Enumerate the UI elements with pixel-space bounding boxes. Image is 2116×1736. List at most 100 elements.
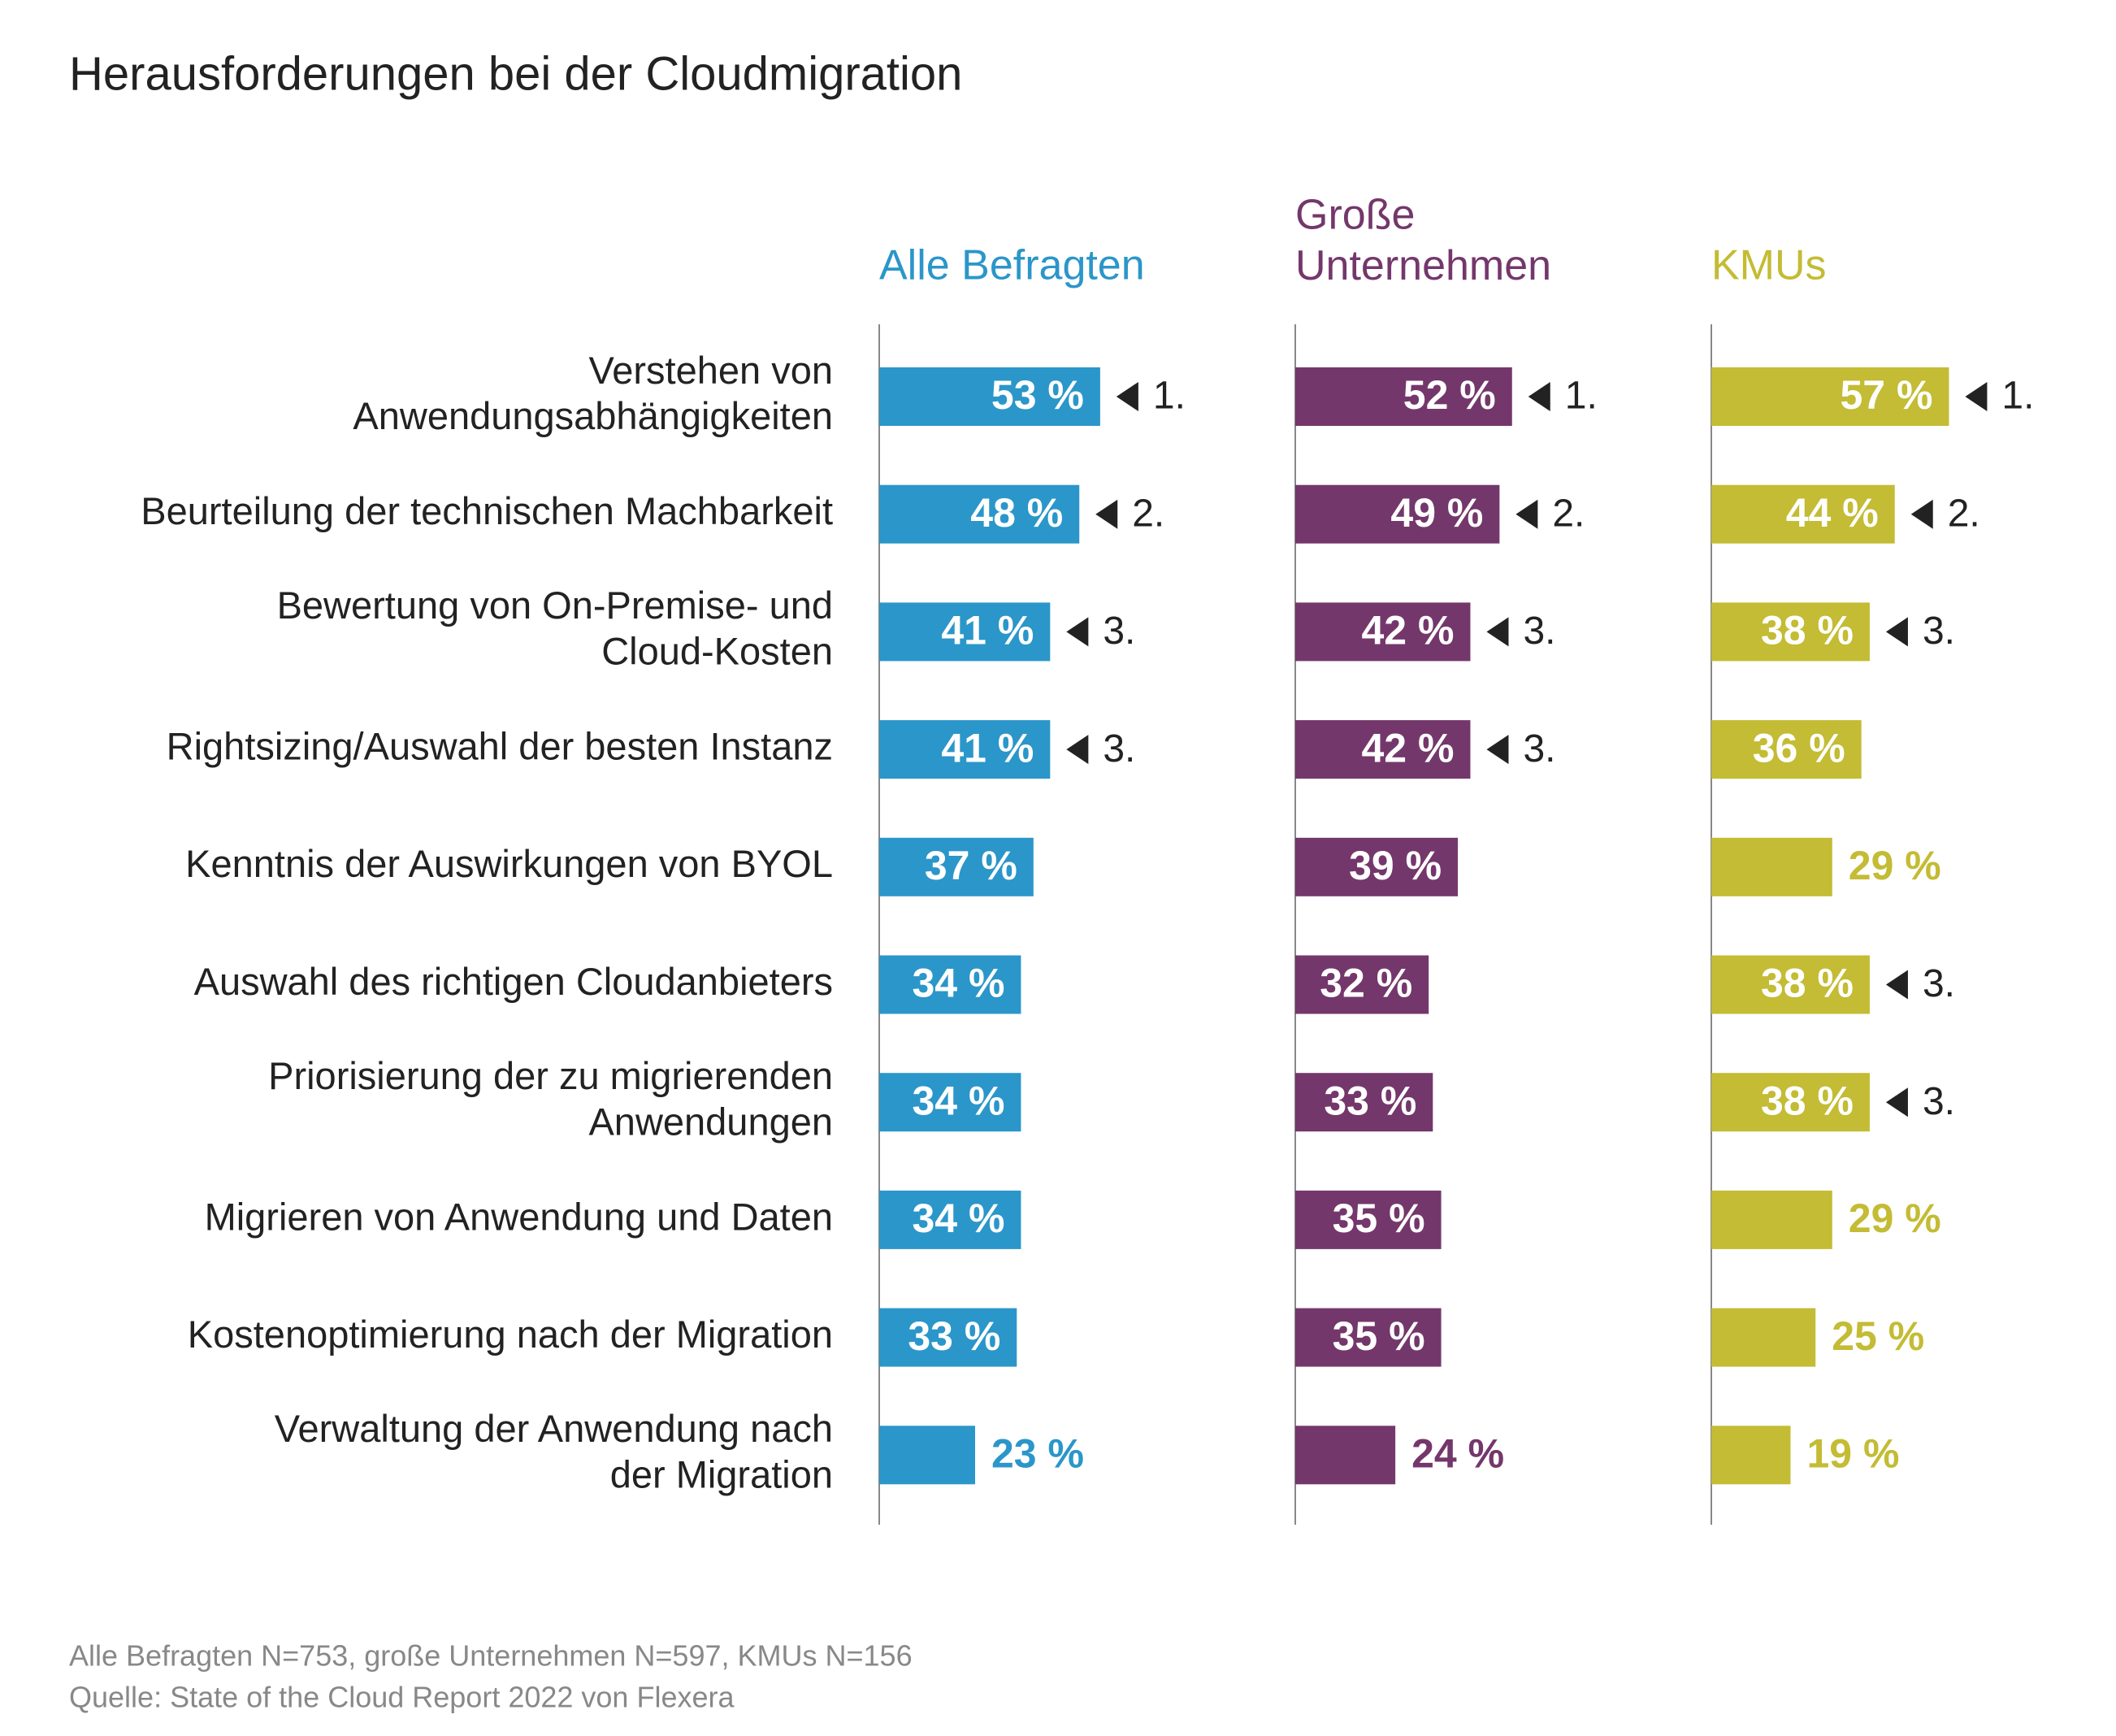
bar [879,720,1051,779]
category-label: Verstehen von Anwendungsabhängigkeiten [353,349,833,437]
series-header: Große Unternehmen [1295,191,1551,289]
bar [1295,602,1471,662]
bar [1711,720,1862,779]
rank-label: 3. [1923,1080,1955,1123]
bar [1295,1190,1442,1249]
category-label: Priorisierung der zu migrierenden Anwendu… [268,1054,833,1143]
rank-marker [1066,735,1089,765]
rank-marker [1095,499,1118,529]
value-label: 35 % [1333,1196,1425,1241]
value-label: 29 % [1849,1196,1941,1241]
bar [1711,1190,1832,1249]
value-label: 38 % [1761,608,1854,653]
chart-title: Herausforderungen bei der Cloudmigration [69,47,962,100]
bar [1711,484,1895,544]
value-label: 29 % [1849,843,1941,888]
footnote: Alle Befragten N=753, große Unternehmen … [69,1639,913,1673]
rank-marker [1965,382,1988,411]
bar [1711,1073,1870,1132]
bar [879,484,1080,544]
rank-marker [1885,1087,1908,1118]
rank-label: 1. [1153,375,1186,418]
rank-marker [1066,617,1089,647]
value-label: 32 % [1320,961,1412,1006]
rank-label: 3. [1103,610,1135,653]
value-label: 49 % [1390,490,1483,536]
value-label: 41 % [941,725,1034,770]
value-label: 24 % [1411,1431,1504,1477]
value-label: 35 % [1333,1313,1425,1359]
series-header: Alle Befragten [879,242,1145,289]
value-label: 41 % [941,608,1034,653]
bar [1295,367,1512,426]
category-label: Kenntnis der Auswirkungen von BYOL [185,842,833,885]
bar [1295,955,1429,1014]
category-label: Migrieren von Anwendung und Daten [205,1195,833,1238]
value-label: 37 % [925,843,1017,888]
bar [879,1426,975,1485]
value-label: 42 % [1361,608,1454,653]
rank-label: 3. [1923,962,1955,1005]
value-label: 25 % [1832,1313,1924,1359]
rank-label: 2. [1132,492,1164,535]
bar [1711,1308,1816,1367]
bar [1295,1073,1433,1132]
value-label: 38 % [1761,961,1854,1006]
bar [879,837,1034,896]
rank-marker [1515,499,1538,529]
rank-label: 1. [1565,375,1598,418]
value-label: 53 % [991,372,1084,418]
category-label: Bewertung von On-Premise- und Cloud-Koste… [277,584,833,673]
rank-marker [1486,617,1509,647]
bar [1711,955,1870,1014]
value-label: 34 % [912,1196,1004,1241]
category-label: Beurteilung der technischen Machbarkeit [141,489,833,532]
bar [879,1190,1021,1249]
bar [879,1073,1021,1132]
bar [1711,837,1832,896]
rank-label: 3. [1523,610,1555,653]
bar [1295,720,1471,779]
value-label: 34 % [912,961,1004,1006]
bar [1295,484,1500,544]
bar [1295,837,1459,896]
category-label: Kostenoptimierung nach der Migration [188,1313,833,1356]
series-header: KMUs [1711,242,1827,289]
rank-label: 2. [1948,492,1980,535]
value-label: 23 % [991,1431,1084,1477]
value-label: 57 % [1840,372,1932,418]
bar [1711,1426,1791,1485]
rank-label: 1. [2001,375,2034,418]
category-label: Rightsizing/Auswahl der besten Instanz [167,725,833,768]
rank-marker [1486,735,1509,765]
value-label: 39 % [1349,843,1442,888]
rank-label: 2. [1552,492,1585,535]
bar [879,367,1100,426]
rank-label: 3. [1523,727,1555,770]
value-label: 34 % [912,1078,1004,1123]
value-label: 33 % [908,1313,1000,1359]
rank-marker [1910,499,1933,529]
value-label: 48 % [970,490,1063,536]
rank-marker [1528,382,1550,411]
value-label: 38 % [1761,1078,1854,1123]
rank-label: 3. [1103,727,1135,770]
rank-marker [1885,970,1908,1000]
bar [1711,367,1949,426]
rank-label: 3. [1923,610,1955,653]
source: Quelle: State of the Cloud Report 2022 v… [69,1681,735,1714]
value-label: 42 % [1361,725,1454,770]
value-label: 36 % [1753,725,1845,770]
rank-marker [1116,382,1138,411]
category-label: Auswahl des richtigen Cloudanbieters [194,960,833,1003]
rank-marker [1885,617,1908,647]
value-label: 44 % [1786,490,1879,536]
value-label: 19 % [1806,1431,1899,1477]
bar [879,1308,1017,1367]
bar [1711,602,1870,662]
bar [879,955,1021,1014]
category-label: Verwaltung der Anwendung nach der Migrati… [275,1408,833,1496]
bar [1295,1308,1442,1367]
value-label: 52 % [1403,372,1496,418]
